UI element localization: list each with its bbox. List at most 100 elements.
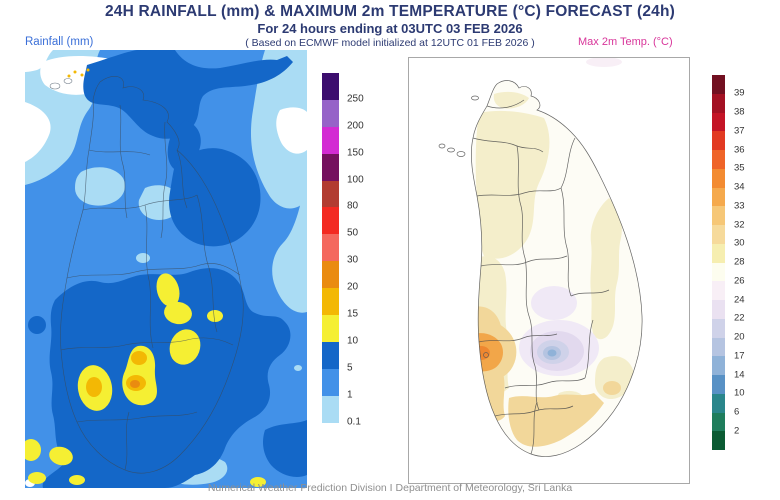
legend-row: 17 <box>712 337 745 360</box>
legend-tick-label: 17 <box>734 350 745 362</box>
legend-row: 250 <box>322 73 364 104</box>
legend-tick-label: 0.1 <box>347 416 361 428</box>
legend-swatch <box>322 99 339 127</box>
legend-swatch <box>322 153 339 181</box>
rain-contours-5-10mm <box>28 50 307 488</box>
legend-tick-label: 38 <box>734 106 745 118</box>
rain-contours-10-15mm <box>25 273 266 487</box>
temp-pink-smudge <box>586 58 622 67</box>
legend-tick-label: 80 <box>347 200 359 212</box>
legend-swatch <box>322 395 339 423</box>
rainfall-map <box>25 50 307 488</box>
legend-tick-label: 10 <box>734 387 745 399</box>
legend-tick-label: 35 <box>734 162 745 174</box>
temperature-map <box>408 57 690 484</box>
legend-swatch <box>712 375 725 394</box>
legend-tick-label: 32 <box>734 218 745 230</box>
legend-row: 10 <box>322 315 364 346</box>
legend-swatch <box>712 318 725 338</box>
legend-tick-label: 39 <box>734 87 745 99</box>
legend-row: 38 <box>712 93 745 116</box>
legend-tick-label: 22 <box>734 312 745 324</box>
legend-row: 22 <box>712 300 745 323</box>
legend-tick-label: 30 <box>347 254 359 266</box>
legend-tick-label: 37 <box>734 125 745 137</box>
legend-swatch <box>712 168 725 188</box>
legend-tick-label: 20 <box>734 331 745 343</box>
legend-tick-label: 200 <box>347 120 364 132</box>
legend-swatch <box>322 341 339 369</box>
temp-district-boundaries <box>438 80 643 457</box>
legend-swatch <box>322 180 339 208</box>
legend-row: 5 <box>322 341 364 373</box>
legend-swatch <box>322 315 339 342</box>
legend-row <box>712 431 745 450</box>
legend-row: 34 <box>712 168 745 191</box>
legend-swatch <box>712 393 725 413</box>
legend-row: 15 <box>322 288 364 319</box>
legend-tick-label: 2 <box>734 425 740 437</box>
legend-swatch <box>322 73 339 100</box>
legend-swatch <box>712 131 725 150</box>
temp-shading <box>471 80 643 457</box>
legend-tick-label: 5 <box>347 362 353 374</box>
legend-swatch <box>712 356 725 375</box>
legend-swatch <box>322 126 339 154</box>
legend-row: 36 <box>712 131 745 154</box>
rainfall-colorbar: 250 200 150 100 80 50 30 20 15 10 5 1 0.1 <box>322 73 364 427</box>
legend-tick-label: 36 <box>734 143 745 155</box>
legend-swatch <box>322 368 339 396</box>
legend-row: 200 <box>322 99 364 131</box>
legend-tick-label: 6 <box>734 406 740 418</box>
legend-row: 150 <box>322 126 364 158</box>
legend-row: 32 <box>712 206 745 229</box>
legend-tick-label: 10 <box>347 335 359 347</box>
model-note: ( Based on ECMWF model initialized at 12… <box>245 37 535 49</box>
legend-row: 26 <box>712 262 745 285</box>
legend-row: 6 <box>712 393 745 416</box>
legend-row: 0.1 <box>322 395 364 427</box>
legend-swatch <box>322 207 339 235</box>
legend-tick-label: 20 <box>347 281 359 293</box>
legend-tick-label: 33 <box>734 200 745 212</box>
legend-row: 80 <box>322 180 364 211</box>
legend-swatch <box>712 187 725 207</box>
legend-tick-label: 250 <box>347 93 364 105</box>
legend-row: 100 <box>322 153 364 185</box>
legend-tick-label: 26 <box>734 275 745 287</box>
legend-swatch <box>712 75 725 94</box>
legend-row: 14 <box>712 356 745 379</box>
legend-row: 30 <box>712 225 745 248</box>
legend-tick-label: 24 <box>734 293 745 305</box>
legend-tick-label: 1 <box>347 389 353 401</box>
rain-contours-20-30mm <box>130 380 140 388</box>
temperature-legend-title: Max 2m Temp. (°C) <box>578 36 673 48</box>
legend-row: 50 <box>322 207 364 238</box>
legend-swatch <box>712 431 725 450</box>
legend-swatch <box>712 225 725 244</box>
legend-swatch <box>712 206 725 225</box>
legend-swatch <box>322 234 339 262</box>
legend-row: 39 <box>712 75 745 98</box>
legend-tick-label: 50 <box>347 227 359 239</box>
legend-swatch <box>712 150 725 169</box>
legend-row: 2 <box>712 412 745 435</box>
legend-swatch <box>322 261 339 289</box>
legend-swatch <box>712 337 725 357</box>
legend-row: 28 <box>712 243 745 266</box>
legend-tick-label: 30 <box>734 237 745 249</box>
legend-swatch <box>712 262 725 282</box>
legend-swatch <box>712 93 725 113</box>
page-title: 24H RAINFALL (mm) & MAXIMUM 2m TEMPERATU… <box>104 3 675 20</box>
legend-row: 24 <box>712 281 745 304</box>
temperature-colorbar: 39 38 37 36 35 34 33 32 30 28 26 24 22 20 17 14 10 6 2 <box>712 75 745 450</box>
legend-row: 20 <box>322 261 364 292</box>
legend-swatch <box>712 300 725 319</box>
legend-swatch <box>712 112 725 132</box>
legend-swatch <box>712 281 725 300</box>
rain-district-boundaries <box>49 76 244 474</box>
legend-row: 20 <box>712 318 745 341</box>
legend-row: 10 <box>712 375 745 398</box>
legend-row: 37 <box>712 112 745 137</box>
